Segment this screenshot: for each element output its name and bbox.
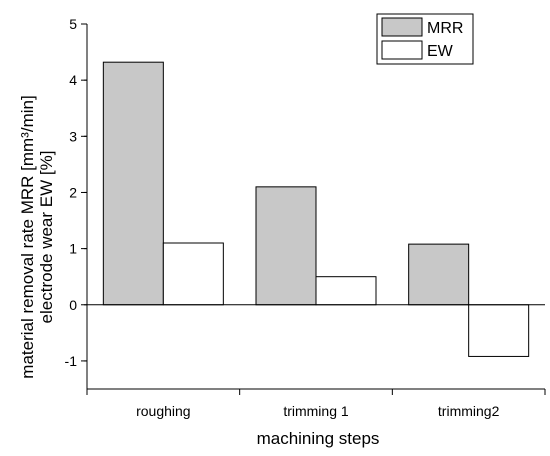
legend-label-ew: EW [427,43,454,60]
y-tick-label-2: 2 [69,184,77,200]
y-tick-label-4: 4 [69,72,77,88]
y-ticks-group: -1 0 1 2 3 4 5 [65,16,87,369]
bar-mrr-3 [408,243,470,306]
x-tick-label-3: trimming2 [438,403,500,419]
y-tick-label-5: 5 [69,16,77,32]
y-tick-label--1: -1 [65,353,78,369]
bar-ew-3 [468,304,530,357]
legend-swatch-mrr [381,17,423,37]
y-axis-title-line-2: electrode wear EW [%] [37,151,56,324]
x-tick-label-2: trimming 1 [283,403,349,419]
bar-mrr-1 [102,61,164,306]
bar-mrr-2 [255,186,317,306]
x-ticks-group: roughing trimming 1 trimming2 [86,389,546,419]
x-axis-title: machining steps [257,429,380,448]
y-tick-label-0: 0 [69,297,77,313]
y-axis-title-line-1: material removal rate MRR [mm³/min] [18,95,37,378]
legend: MRR EW [376,13,474,65]
axes-group [86,24,545,390]
legend-label-mrr: MRR [427,20,463,37]
y-tick-label-1: 1 [69,241,77,257]
bar-ew-2 [315,276,377,306]
y-tick-label-3: 3 [69,128,77,144]
bar-ew-1 [162,242,224,306]
legend-swatch-ew [381,40,423,60]
bars-group [102,61,530,357]
x-tick-label-1: roughing [136,403,191,419]
